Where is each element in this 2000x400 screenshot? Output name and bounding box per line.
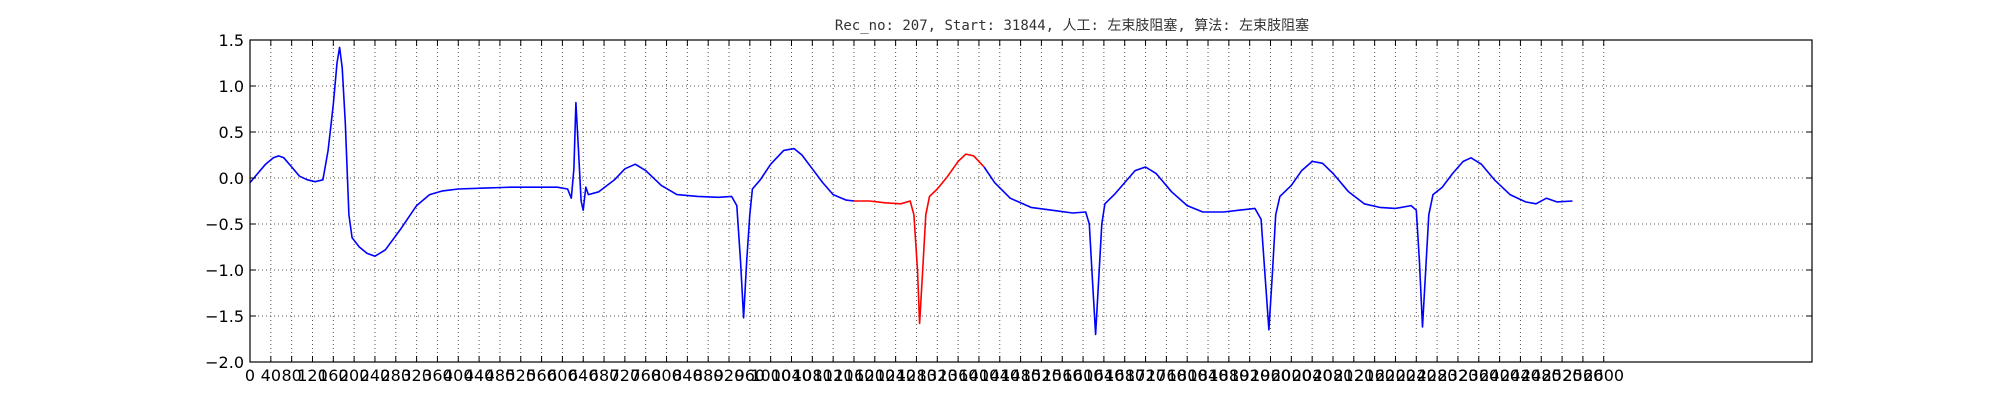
ecg-series — [249, 46, 1573, 336]
x-tick-label: 1040 — [771, 366, 812, 385]
x-tick-label: 800 — [651, 366, 682, 385]
x-tick-label: 1320 — [917, 366, 958, 385]
x-tick-label: 1640 — [1084, 366, 1125, 385]
x-tick-label: 1680 — [1104, 366, 1145, 385]
x-tick-label: 40 — [261, 366, 281, 385]
x-tick-label: 1080 — [792, 366, 833, 385]
x-tick-label: 2160 — [1354, 366, 1395, 385]
x-axis-ticks: 0 40 8012016020024028032036040044048052056… — [245, 40, 1624, 385]
x-tick-label: 440 — [464, 366, 495, 385]
x-tick-label: 1440 — [979, 366, 1020, 385]
x-tick-label: 1520 — [1021, 366, 1062, 385]
y-axis-ticks: 1.5 1.0 0.5 0.0 −0.5 −1.0 −1.5 −2.0 — [205, 31, 1812, 372]
y-tick-label: 1.0 — [219, 77, 244, 96]
x-tick-label: 840 — [672, 366, 703, 385]
x-tick-label: 1160 — [834, 366, 875, 385]
x-tick-label: 760 — [630, 366, 661, 385]
x-tick-label: 960 — [735, 366, 766, 385]
x-tick-label: 360 — [422, 366, 453, 385]
x-tick-label: 2200 — [1375, 366, 1416, 385]
x-tick-label: 2240 — [1396, 366, 1437, 385]
series-line-1 — [854, 153, 985, 325]
x-tick-label: 2480 — [1521, 366, 1562, 385]
x-tick-label: 1360 — [938, 366, 979, 385]
x-tick-label: 1480 — [1000, 366, 1041, 385]
x-tick-label: 2560 — [1563, 366, 1604, 385]
x-tick-label: 80 — [281, 366, 301, 385]
x-tick-label: 2280 — [1417, 366, 1458, 385]
x-tick-label: 640 — [568, 366, 599, 385]
x-tick-label: 280 — [381, 366, 412, 385]
series-line-2 — [983, 157, 1573, 336]
x-tick-label: 1200 — [854, 366, 895, 385]
x-tick-label: 1120 — [813, 366, 854, 385]
x-tick-label: 1280 — [896, 366, 937, 385]
x-tick-label: 1960 — [1250, 366, 1291, 385]
x-tick-label: 2320 — [1438, 366, 1479, 385]
y-tick-label: −2.0 — [205, 353, 244, 372]
x-tick-label: 1880 — [1208, 366, 1249, 385]
x-tick-label: 1720 — [1125, 366, 1166, 385]
x-tick-label: 1760 — [1146, 366, 1187, 385]
x-tick-label: 880 — [693, 366, 724, 385]
x-tick-label: 520 — [505, 366, 536, 385]
x-tick-label: 1240 — [875, 366, 916, 385]
plot-frame — [249, 39, 1813, 363]
y-tick-label: 0.0 — [219, 169, 244, 188]
chart-title: Rec_no: 207, Start: 31844, 人工: 左束肢阻塞, 算法… — [835, 17, 1309, 34]
y-tick-label: −1.0 — [205, 261, 244, 280]
x-tick-label: 560 — [526, 366, 557, 385]
x-tick-label: 120 — [297, 366, 328, 385]
grid-lines — [250, 40, 1812, 362]
x-tick-label: 2520 — [1542, 366, 1583, 385]
x-tick-label: 600 — [547, 366, 578, 385]
x-tick-label: 2080 — [1313, 366, 1354, 385]
x-tick-label: 0 — [245, 366, 255, 385]
x-tick-label: 1920 — [1229, 366, 1270, 385]
x-tick-label: 240 — [360, 366, 391, 385]
x-tick-label: 2000 — [1271, 366, 1312, 385]
x-tick-label: 2360 — [1458, 366, 1499, 385]
x-tick-label: 2440 — [1500, 366, 1541, 385]
x-tick-label: 720 — [610, 366, 641, 385]
series-line-0 — [249, 46, 855, 319]
x-tick-label: 680 — [589, 366, 620, 385]
x-tick-label: 400 — [443, 366, 474, 385]
x-tick-label: 1600 — [1063, 366, 1104, 385]
x-tick-label: 2040 — [1292, 366, 1333, 385]
x-tick-label: 1000 — [750, 366, 791, 385]
x-tick-label: 1400 — [959, 366, 1000, 385]
x-tick-label: 1560 — [1042, 366, 1083, 385]
x-tick-label: 2600 — [1583, 366, 1624, 385]
x-tick-label: 320 — [401, 366, 432, 385]
x-tick-label: 200 — [339, 366, 370, 385]
y-tick-label: 1.5 — [219, 31, 244, 50]
x-tick-label: 1800 — [1167, 366, 1208, 385]
x-tick-label: 1840 — [1188, 366, 1229, 385]
x-tick-label: 480 — [485, 366, 516, 385]
y-tick-label: −1.5 — [205, 307, 244, 326]
y-tick-label: 0.5 — [219, 123, 244, 142]
x-tick-label: 920 — [714, 366, 745, 385]
y-tick-label: −0.5 — [205, 215, 244, 234]
x-tick-label: 160 — [318, 366, 349, 385]
x-tick-label: 2400 — [1479, 366, 1520, 385]
x-tick-label: 2120 — [1333, 366, 1374, 385]
